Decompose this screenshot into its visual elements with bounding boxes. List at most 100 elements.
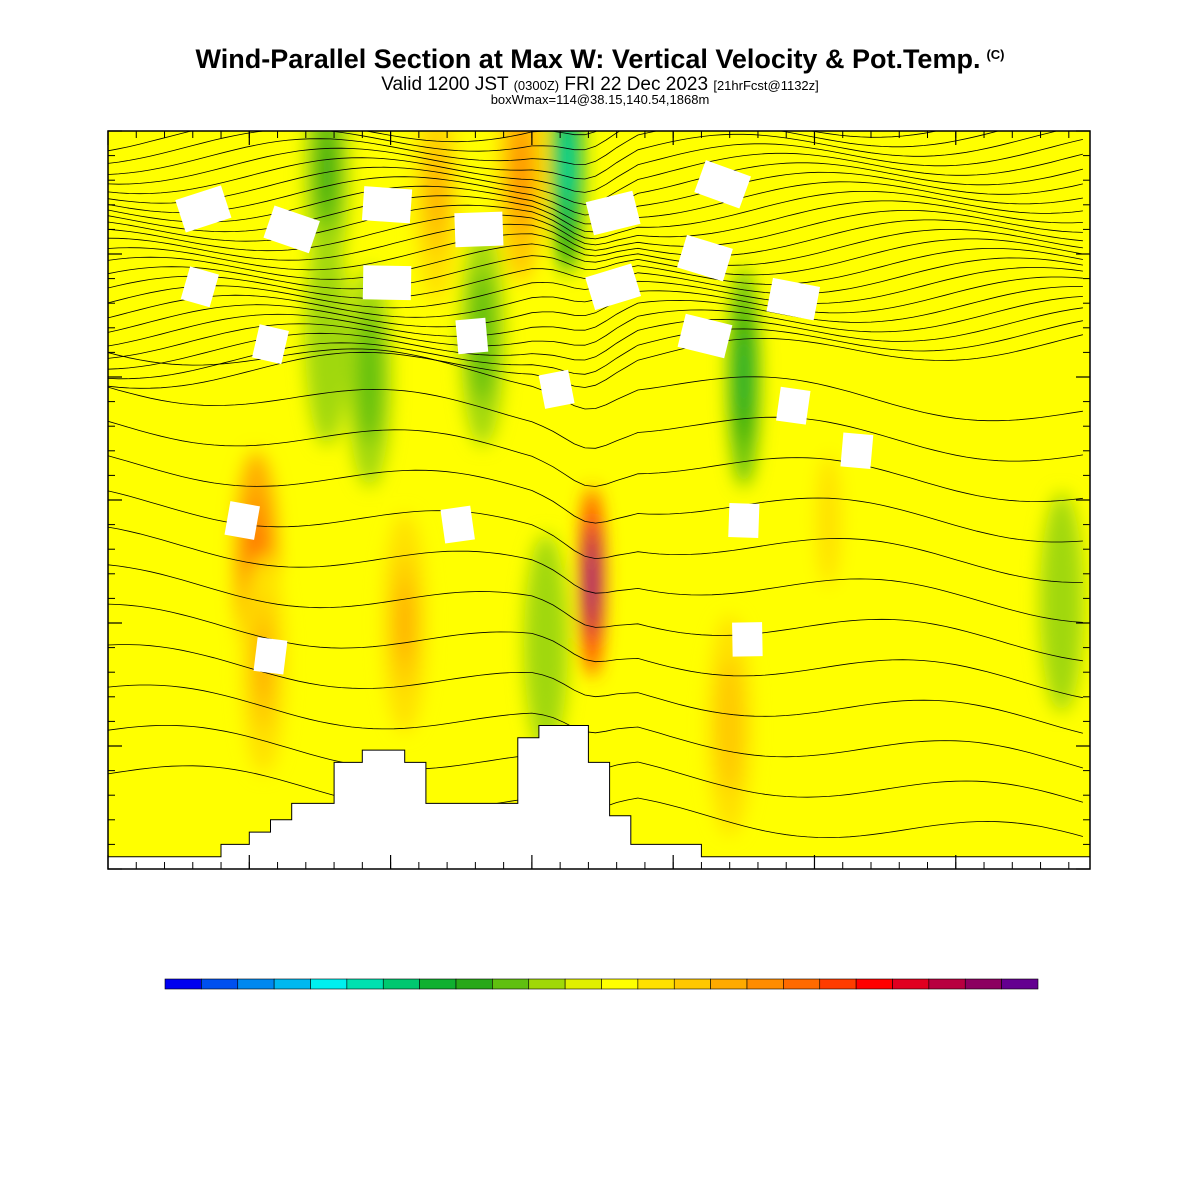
w-feature-core xyxy=(539,605,553,682)
theta-label-box xyxy=(361,186,413,224)
theta-label xyxy=(694,160,752,209)
theta-label-box xyxy=(585,190,641,236)
theta-contour xyxy=(108,296,1083,359)
theta-contour xyxy=(108,276,1083,333)
theta-contour-labels xyxy=(175,160,874,675)
colorbar-swatch xyxy=(455,978,493,990)
axes xyxy=(107,130,1090,870)
colorbar-swatch xyxy=(528,978,566,990)
theta-contour xyxy=(108,131,939,164)
theta-label-box xyxy=(454,211,504,248)
colorbar-swatch xyxy=(1001,978,1039,990)
theta-label xyxy=(728,502,760,539)
theta-label-box xyxy=(585,263,642,311)
theta-contour xyxy=(108,131,1059,185)
theta-label-box xyxy=(766,277,821,321)
colorbar-swatch xyxy=(601,978,639,990)
theta-label-box xyxy=(728,502,760,539)
theta-label xyxy=(766,277,821,321)
theta-label xyxy=(253,637,288,675)
terrain-profile xyxy=(108,725,1090,869)
theta-label-box xyxy=(253,637,288,675)
colorbar-swatch xyxy=(164,978,202,990)
theta-contour xyxy=(108,238,1083,290)
chart-subtitle: Valid 1200 JST (0300Z) FRI 22 Dec 2023 [… xyxy=(381,74,819,95)
theta-label xyxy=(454,211,504,248)
theta-label xyxy=(732,622,763,657)
colorbar-swatch xyxy=(310,978,348,990)
colorbar-swatch xyxy=(783,978,821,990)
theta-contour xyxy=(108,229,1083,280)
theta-label-box xyxy=(263,205,320,254)
w-feature-core xyxy=(1055,564,1069,641)
theta-label-box xyxy=(224,501,260,540)
theta-label xyxy=(455,317,489,355)
theta-label xyxy=(224,501,260,540)
theta-label-box xyxy=(677,313,733,359)
theta-label xyxy=(585,263,642,311)
theta-label-box xyxy=(538,369,575,409)
theta-label xyxy=(585,190,641,236)
theta-label xyxy=(677,313,733,359)
chart-title: Wind-Parallel Section at Max W: Vertical… xyxy=(195,44,1005,74)
w-feature-core xyxy=(723,687,737,764)
theta-label xyxy=(252,324,289,365)
colorbar-swatch xyxy=(201,978,239,990)
field-blobs xyxy=(234,131,1084,836)
colorbar-swatch xyxy=(819,978,857,990)
colorbar-swatch xyxy=(564,978,602,990)
theta-contour xyxy=(108,139,1083,195)
colorbar-swatch xyxy=(419,978,457,990)
terrain xyxy=(108,725,1090,869)
box-info: boxWmax=114@38.15,140.54,1868m xyxy=(490,92,710,107)
colorbar-swatch xyxy=(382,978,420,990)
w-feature-core xyxy=(429,154,444,231)
theta-label-box xyxy=(840,432,874,470)
theta-contour xyxy=(108,455,1083,543)
theta-contour xyxy=(108,490,1083,583)
w-feature-core xyxy=(822,482,836,559)
theta-label xyxy=(263,205,320,254)
vertical-velocity-field xyxy=(108,131,1090,869)
theta-contour xyxy=(108,334,1083,389)
theta-label-box xyxy=(455,317,489,355)
theta-contour xyxy=(108,200,1083,252)
theta-contour xyxy=(108,526,1083,623)
theta-label xyxy=(175,185,232,233)
theta-contour xyxy=(108,420,1083,503)
theta-contour xyxy=(108,219,1083,271)
colorbar-swatch xyxy=(273,978,311,990)
copyright-mark: (C) xyxy=(986,47,1005,62)
w-feature-core xyxy=(514,133,528,211)
colorbar-swatch xyxy=(673,978,711,990)
colorbar-swatch xyxy=(892,978,930,990)
theta-contour xyxy=(108,684,1084,769)
theta-contour xyxy=(108,131,1000,175)
theta-label-box xyxy=(252,324,289,365)
theta-label xyxy=(776,386,811,425)
theta-label xyxy=(677,234,733,282)
theta-label-box xyxy=(694,160,752,209)
theta-contour xyxy=(108,286,1083,347)
theta-label xyxy=(361,186,413,224)
theta-label-box xyxy=(440,505,475,544)
colorbar-swatch xyxy=(928,978,966,990)
theta-contour xyxy=(108,191,1083,242)
theta-label xyxy=(362,265,412,301)
colorbar-swatch xyxy=(237,978,275,990)
theta-contour xyxy=(108,644,1084,734)
colorbar-swatch xyxy=(637,978,675,990)
w-feature-core xyxy=(362,338,376,416)
w-feature-core xyxy=(320,297,334,375)
theta-label-box xyxy=(175,185,232,233)
theta-label xyxy=(840,432,874,470)
theta-label xyxy=(180,266,219,308)
theta-label-box xyxy=(362,265,412,301)
colorbar-swatch xyxy=(855,978,893,990)
colorbar-swatch xyxy=(346,978,384,990)
theta-label xyxy=(440,505,475,544)
colorbar-swatch xyxy=(964,978,1002,990)
theta-contour xyxy=(108,386,1083,462)
